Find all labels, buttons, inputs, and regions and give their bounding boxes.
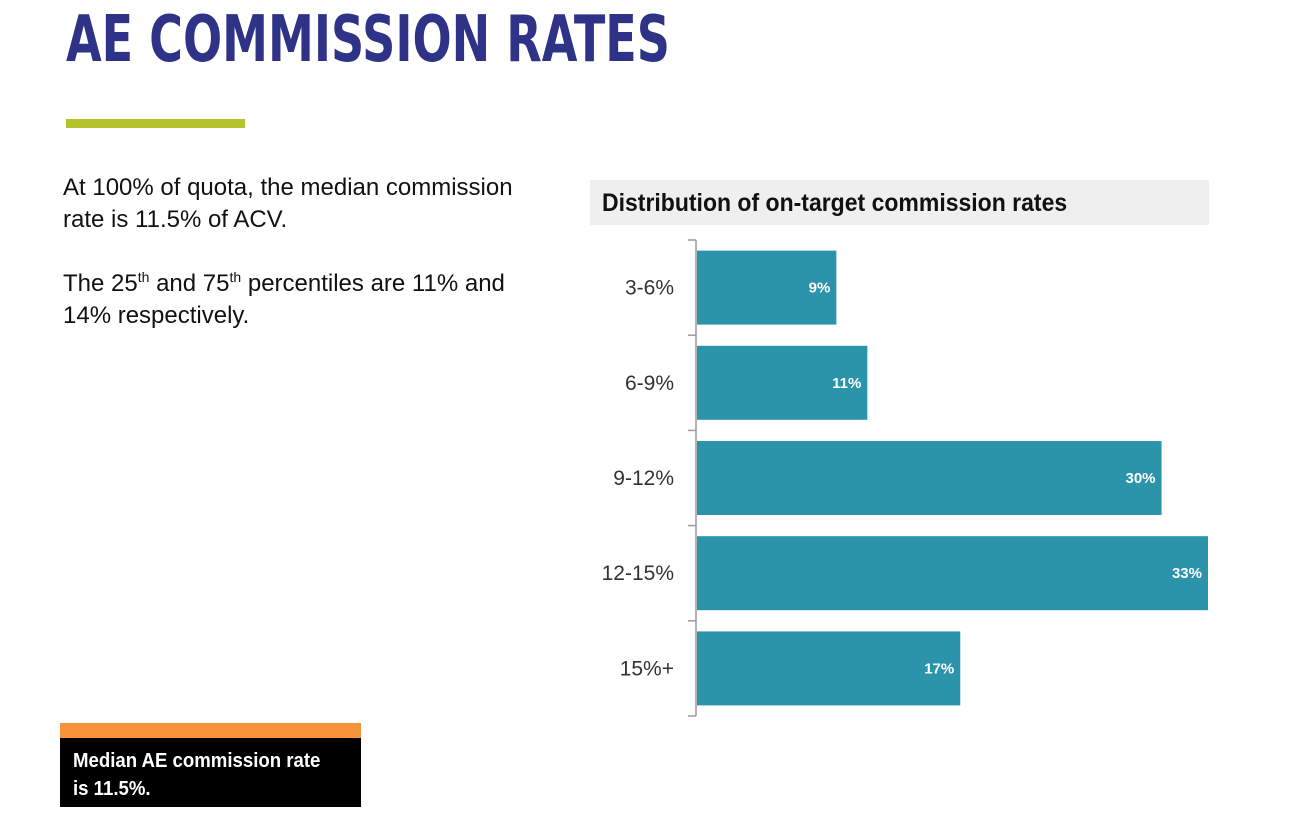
callout-accent-bar	[60, 723, 361, 738]
percentiles-suffix: percentiles are 11% and 14% respectively…	[63, 270, 505, 329]
data-label: 33%	[1172, 565, 1202, 582]
category-label: 6-9%	[625, 372, 674, 395]
median-callout-box: Median AE commission rate is 11.5%.	[60, 723, 361, 807]
category-label: 12-15%	[602, 562, 674, 585]
category-label: 15%+	[620, 657, 674, 680]
bar	[697, 441, 1162, 515]
chart-title: Distribution of on-target commission rat…	[602, 189, 1068, 217]
chart-title-bar: Distribution of on-target commission rat…	[590, 180, 1209, 225]
median-summary-text: At 100% of quota, the median commission …	[63, 174, 513, 233]
category-label: 3-6%	[625, 277, 674, 300]
bar	[697, 536, 1208, 611]
ordinal-suffix: th	[137, 269, 150, 285]
data-label: 30%	[1126, 470, 1156, 487]
title-underline	[66, 119, 245, 128]
bar	[697, 250, 837, 325]
page-title: AE COMMISSION RATES	[66, 3, 670, 77]
percentiles-text: The 25th and 75th percentiles are 11% an…	[63, 268, 523, 332]
percentiles-prefix: The 25	[63, 270, 138, 297]
data-label: 9%	[809, 280, 831, 297]
percentiles-middle: and 75	[149, 270, 230, 297]
bar	[697, 631, 961, 706]
bar	[697, 345, 868, 420]
ordinal-suffix: th	[229, 269, 242, 285]
data-label: 17%	[924, 660, 954, 677]
data-label: 11%	[832, 375, 861, 392]
callout-text: Median AE commission rate is 11.5%.	[73, 750, 321, 800]
category-label: 9-12%	[613, 467, 674, 490]
